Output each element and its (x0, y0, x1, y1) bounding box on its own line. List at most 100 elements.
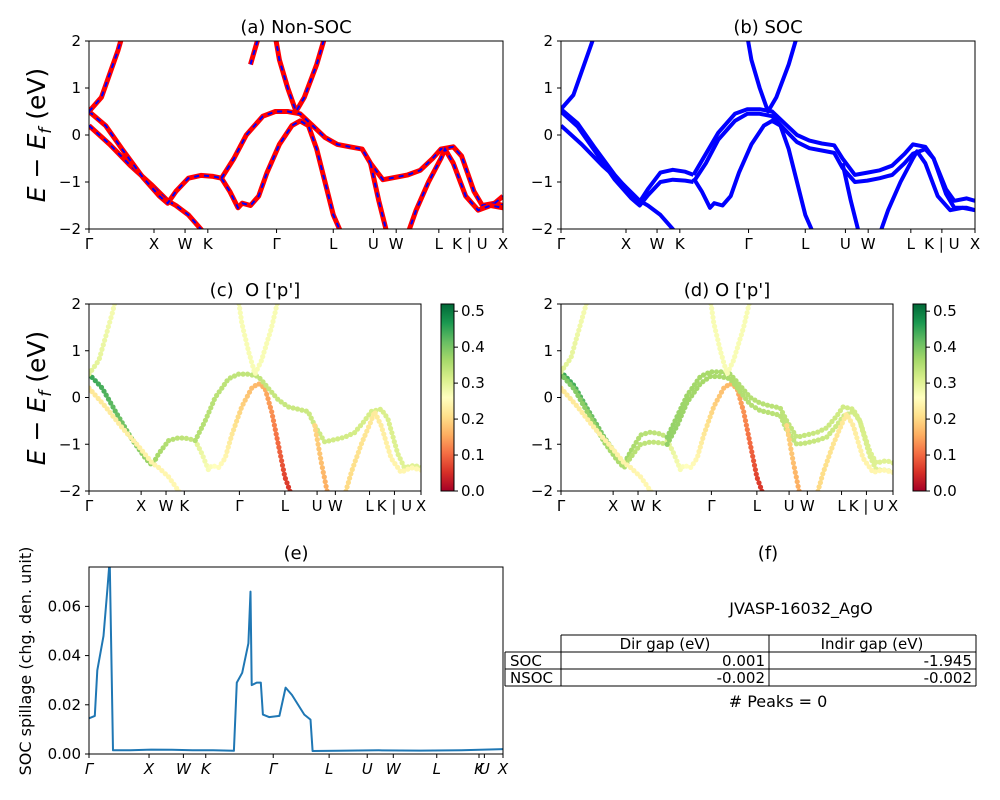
band-point (688, 464, 694, 470)
band-point (862, 436, 868, 442)
band-point (378, 422, 384, 428)
ytick-label: 0 (71, 126, 81, 144)
xtick-label: U (840, 235, 851, 253)
band-point (240, 401, 246, 407)
band-point (354, 426, 361, 432)
band-point (157, 448, 163, 454)
band-point (282, 475, 288, 482)
band-point (806, 439, 813, 445)
band-point (867, 454, 873, 460)
band-point (92, 378, 98, 384)
band-point (710, 314, 716, 320)
band-point (761, 408, 767, 414)
band-point (174, 485, 180, 491)
band-point (264, 340, 270, 347)
band-point (273, 431, 279, 437)
band-point (89, 389, 95, 395)
band-point (815, 429, 821, 435)
band-point (629, 452, 635, 459)
band-point (782, 414, 788, 420)
panel-f-title: (f) (758, 543, 778, 564)
band-point (869, 458, 875, 464)
band-point (796, 488, 802, 491)
band-point (881, 467, 887, 473)
band-point (574, 332, 581, 338)
band-point (113, 417, 119, 423)
band-point (170, 436, 176, 442)
band-point (600, 434, 606, 440)
ytick-label: 0.02 (48, 696, 81, 714)
band-point (791, 465, 798, 471)
band-point (319, 465, 325, 471)
band-point (790, 455, 796, 461)
band-point (162, 471, 168, 477)
band-point (700, 372, 707, 378)
band-line-nonsoc (89, 109, 223, 206)
band-line-nonsoc-dash (249, 41, 259, 65)
xtick-label: X (416, 497, 426, 515)
band-point (694, 385, 700, 391)
panel-e-xticks: Γ X W K Γ L U W L KU X (85, 754, 509, 778)
band-point (744, 310, 750, 316)
ytick-label: −2 (59, 220, 81, 238)
band-point (826, 454, 832, 460)
band-point (409, 465, 415, 471)
band-point (710, 405, 716, 411)
band-point (118, 424, 125, 430)
band-point (691, 389, 697, 395)
band-point (153, 456, 159, 462)
ytick-label: 2 (543, 295, 553, 313)
band-line-soc (561, 110, 694, 208)
band-point (352, 430, 358, 436)
band-point (281, 471, 287, 477)
band-point (284, 480, 290, 486)
band-point (718, 389, 725, 395)
band-point (124, 431, 131, 437)
xtick-label: X (143, 760, 155, 778)
colorbar-c (440, 303, 455, 492)
band-point (588, 420, 594, 426)
band-point (646, 439, 652, 445)
band-point (564, 378, 570, 384)
band-point (573, 402, 579, 408)
band-point (569, 349, 576, 355)
band-point (676, 462, 682, 468)
band-point (670, 450, 677, 456)
band-point (801, 432, 808, 438)
band-point (612, 448, 618, 454)
band-point (738, 332, 745, 338)
band-point (270, 413, 276, 419)
band-point (246, 350, 252, 356)
band-point (231, 427, 237, 433)
band-point (643, 481, 649, 487)
band-point (91, 363, 98, 369)
band-point (866, 464, 872, 470)
band-point (835, 420, 842, 426)
band-point (140, 448, 146, 454)
band-point (832, 415, 838, 421)
band-point (861, 432, 867, 438)
band-line-soc (561, 107, 695, 204)
band-point (92, 392, 98, 398)
band-point (272, 427, 278, 433)
band-point (793, 441, 800, 447)
band-point (134, 441, 140, 447)
colorbar-label: 0.3 (933, 374, 957, 392)
band-point (847, 418, 854, 424)
band-point (757, 484, 764, 490)
band-point (821, 466, 827, 473)
ytick-label: −1 (531, 173, 553, 191)
band-point (245, 371, 251, 377)
band-point (881, 458, 887, 464)
panel-a-title: (a) Non-SOC (240, 17, 351, 38)
band-point (746, 304, 752, 307)
xtick-label: L (329, 235, 338, 253)
band-point (330, 437, 336, 443)
xtick-label: L (435, 235, 444, 253)
band-point (160, 445, 166, 451)
xtick-label: U (784, 497, 795, 515)
band-point (237, 310, 243, 316)
band-point (314, 437, 320, 443)
panel-c-title: (c) O ['p'] (210, 280, 301, 301)
ytick-label: 1 (543, 79, 553, 97)
